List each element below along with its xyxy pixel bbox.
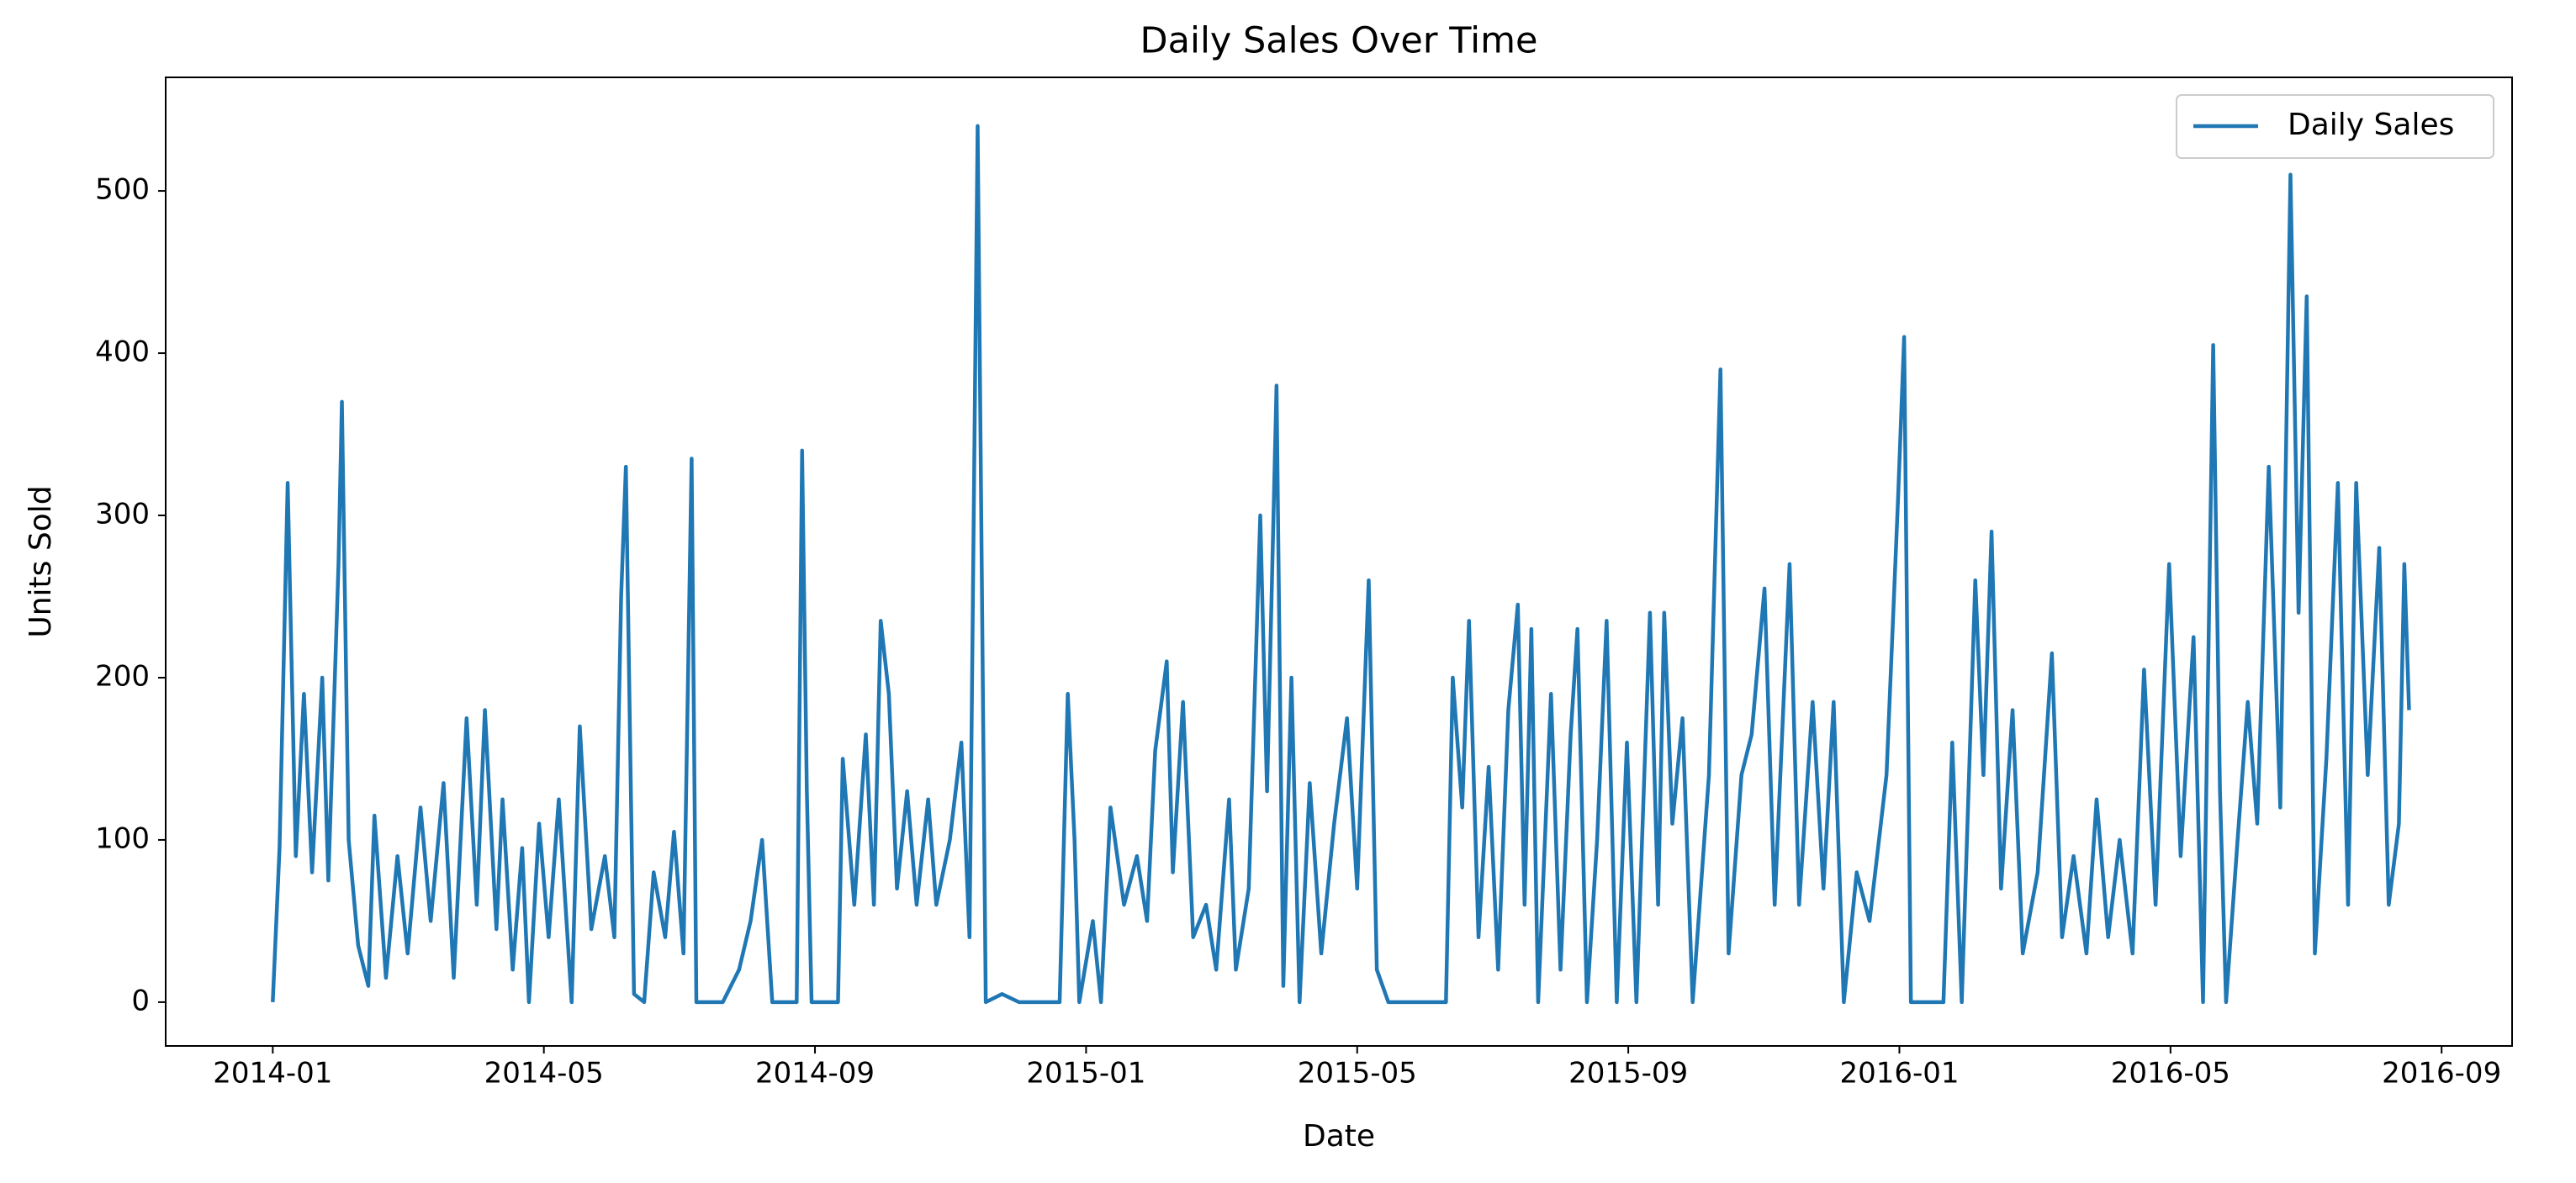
y-tick-label: 300 bbox=[95, 498, 150, 531]
chart-title: Daily Sales Over Time bbox=[1140, 20, 1538, 62]
data-line bbox=[271, 124, 2411, 1005]
y-tick-label: 400 bbox=[95, 335, 150, 369]
x-axis-label: Date bbox=[1303, 1119, 1375, 1154]
plot-frame bbox=[165, 77, 2513, 1047]
x-tick-label: 2015-01 bbox=[1026, 1057, 1145, 1091]
x-tick-label: 2016-05 bbox=[2111, 1057, 2230, 1091]
y-tick-label: 200 bbox=[95, 659, 150, 693]
x-tick-label: 2016-01 bbox=[1839, 1057, 1959, 1091]
y-tick-label: 100 bbox=[95, 821, 150, 855]
x-tick-label: 2014-01 bbox=[213, 1057, 332, 1091]
x-tick-label: 2015-09 bbox=[1568, 1057, 1688, 1091]
x-tick-label: 2014-09 bbox=[755, 1057, 875, 1091]
x-tick-label: 2015-05 bbox=[1298, 1057, 1417, 1091]
y-tick-label: 0 bbox=[131, 984, 150, 1017]
legend-box bbox=[2176, 94, 2494, 159]
y-axis-label: Units Sold bbox=[24, 485, 58, 637]
legend-label: Daily Sales bbox=[2288, 108, 2454, 142]
y-tick-label: 500 bbox=[95, 173, 150, 207]
x-tick-label: 2016-09 bbox=[2382, 1057, 2501, 1091]
x-tick-label: 2014-05 bbox=[484, 1057, 604, 1091]
